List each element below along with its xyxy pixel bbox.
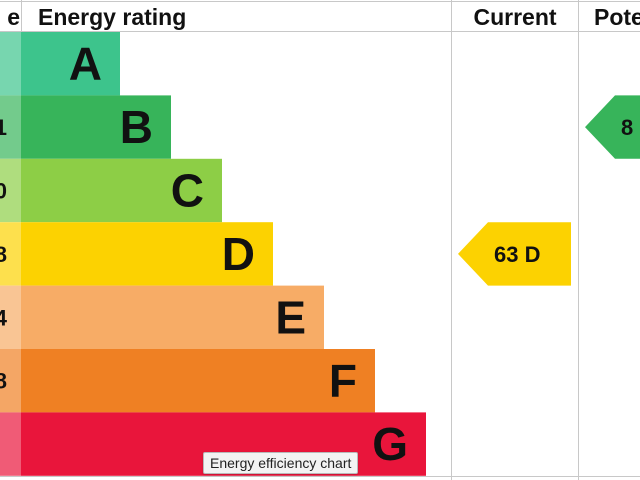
score-cell-d (0, 222, 21, 286)
score-cell-g (0, 412, 21, 476)
bottom-border (0, 476, 640, 477)
band-letter-a: A (69, 38, 102, 90)
score-cell-b (0, 95, 21, 159)
score-label-b: 1 (0, 115, 7, 140)
score-label-e: 4 (0, 305, 8, 330)
current-column-header: Current (473, 4, 557, 30)
score-cell-c (0, 158, 21, 223)
energy-rating-header: Energy rating (38, 4, 187, 30)
score-cell-a (0, 32, 21, 96)
band-letter-c: C (171, 165, 204, 217)
current-arrow (458, 222, 571, 286)
column-divider-score (21, 0, 22, 32)
column-divider-current (451, 0, 452, 480)
score-label-c: 0 (0, 179, 7, 204)
band-letter-d: D (222, 228, 255, 280)
band-letter-f: F (329, 355, 357, 407)
band-bar-e (21, 285, 324, 349)
band-letter-e: E (275, 291, 306, 343)
potential-arrow (585, 95, 640, 159)
chart-tooltip: Energy efficiency chart (203, 452, 359, 474)
band-bar-b (21, 95, 171, 159)
score-column-header: e (7, 4, 20, 30)
score-cell-f (0, 349, 21, 413)
band-letter-g: G (372, 418, 408, 470)
header-divider (0, 31, 640, 32)
current-rating-label: 63 D (494, 242, 540, 267)
score-label-d: 8 (0, 242, 7, 267)
band-bar-f (21, 349, 375, 413)
band-bar-d (21, 222, 273, 286)
band-letter-b: B (120, 101, 153, 153)
band-bar-a (21, 32, 120, 96)
column-divider-potential (578, 0, 579, 480)
band-bar-c (21, 158, 222, 223)
score-label-f: 8 (0, 369, 7, 394)
potential-column-header: Pote (594, 4, 640, 30)
potential-rating-label: 8 (621, 115, 633, 140)
top-border (0, 1, 640, 2)
score-cell-e (0, 285, 21, 349)
